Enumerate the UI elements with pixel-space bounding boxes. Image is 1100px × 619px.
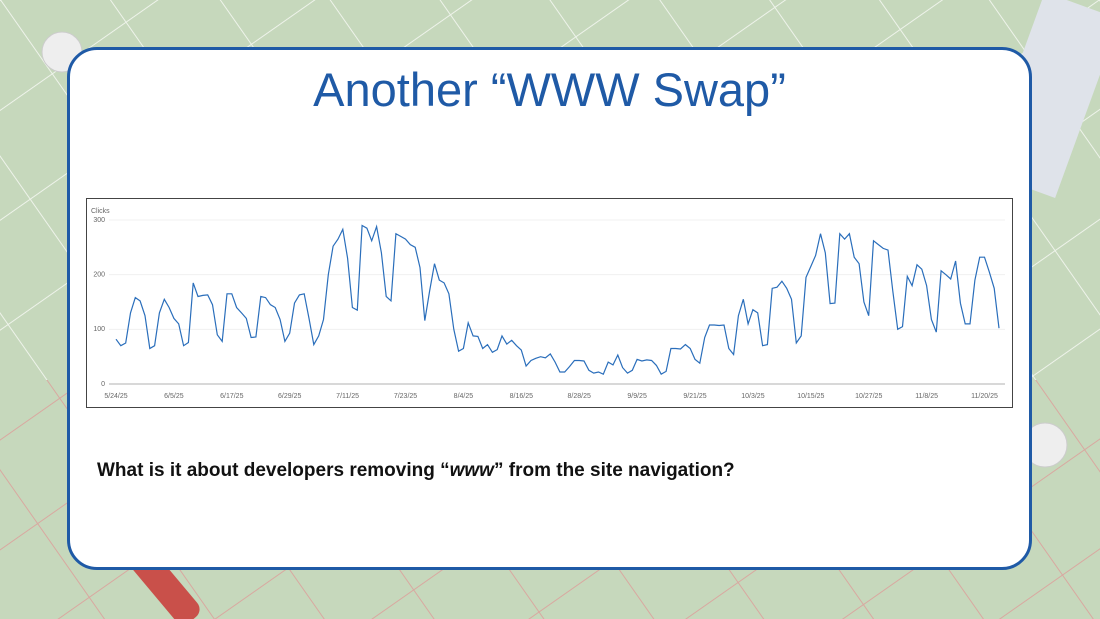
chart: Clicks 0 100 200 300 5/24/25 6/5/25 6/17/25 6/2… xyxy=(91,208,1005,400)
x-tick-label: 6/17/25 xyxy=(220,393,243,400)
x-tick-label: 8/28/25 xyxy=(568,393,591,400)
y-tick-label: 300 xyxy=(93,217,105,224)
x-tick-label: 7/23/25 xyxy=(394,393,417,400)
x-tick-label: 6/29/25 xyxy=(278,393,301,400)
y-tick-label: 100 xyxy=(93,326,105,333)
x-tick-label: 7/11/25 xyxy=(336,393,359,400)
x-tick-label: 10/3/25 xyxy=(741,393,764,400)
question-text: ” from the site navigation? xyxy=(493,460,735,481)
question-emphasis: www xyxy=(449,460,494,481)
question-text: What is it about developers removing “ xyxy=(97,460,450,481)
data-line xyxy=(115,224,1000,376)
question: What is it about developers removing “ww… xyxy=(97,460,735,482)
x-tick-label: 9/21/25 xyxy=(683,393,706,400)
slide-title: Another “WWW Swap” xyxy=(313,63,786,116)
x-tick-label: 5/24/25 xyxy=(104,393,127,400)
y-tick-label: 0 xyxy=(101,381,105,388)
y-tick-label: 200 xyxy=(93,272,105,279)
x-tick-label: 11/20/25 xyxy=(971,393,998,400)
x-tick-label: 11/8/25 xyxy=(915,393,938,400)
x-tick-label: 6/5/25 xyxy=(164,393,184,400)
x-tick-label: 10/27/25 xyxy=(855,393,882,400)
x-tick-label: 8/16/25 xyxy=(510,393,533,400)
y-axis-title: Clicks xyxy=(91,208,110,215)
x-tick-label: 9/9/25 xyxy=(627,393,647,400)
x-tick-label: 10/15/25 xyxy=(797,393,824,400)
x-tick-label: 8/4/25 xyxy=(454,393,474,400)
chart-frame: Clicks 0 100 200 300 5/24/25 6/5/25 6/17/25 6/2… xyxy=(86,198,1013,408)
